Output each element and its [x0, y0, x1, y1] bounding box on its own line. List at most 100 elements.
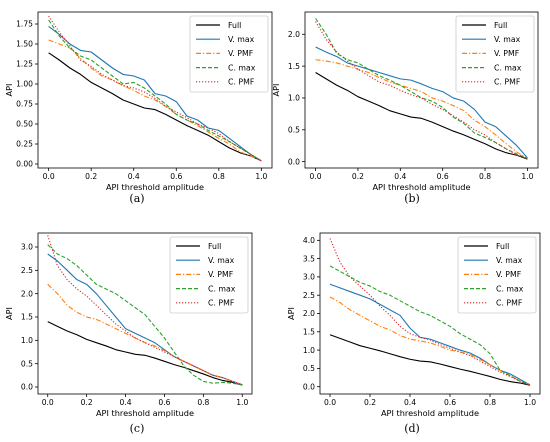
y-tick-label: 0.50 [16, 120, 33, 129]
legend: Full V. max V. PMF C. max C. PMF [457, 236, 537, 314]
chart-panel-a: 0.0 0.2 0.4 0.6 0.8 1.0 0.00 0.25 0.50 0.75 1.00 1.… [4, 11, 273, 205]
legend-label: C. max [208, 284, 236, 293]
series-line-c-max [48, 19, 262, 162]
legend-label: Full [494, 21, 507, 30]
x-axis-label: API threshold amplitude [372, 182, 470, 192]
x-tick-label: 0.8 [197, 398, 209, 407]
y-tick-label: 2.5 [303, 291, 315, 300]
legend-label: C. max [228, 63, 256, 72]
y-tick-label: 0.0 [303, 382, 315, 391]
x-tick-label: 1.0 [524, 398, 536, 407]
y-tick-label: 3.5 [303, 254, 315, 263]
y-tick-label: 1.75 [16, 20, 33, 29]
y-tick-label: 0.5 [21, 359, 33, 368]
legend-label: C. max [494, 63, 522, 72]
y-tick-label: 1.00 [16, 80, 33, 89]
y-tick-label: 0.75 [16, 100, 33, 109]
x-tick-label: 0.6 [158, 398, 170, 407]
panel-caption: (c) [130, 422, 145, 435]
legend: Full V. max V. PMF C. max C. PMF [169, 236, 249, 314]
legend-box [189, 15, 269, 93]
series-line-v-pmf [47, 283, 243, 386]
x-tick-label: 0.2 [85, 172, 97, 181]
x-tick-label: 0.0 [43, 172, 55, 181]
x-tick-label: 0.8 [213, 172, 225, 181]
y-tick-label: 0.25 [16, 140, 33, 149]
x-tick-label: 0.4 [128, 172, 140, 181]
y-axis-label: API [271, 84, 281, 97]
y-tick-label: 1.0 [303, 346, 315, 355]
panel-caption: (a) [129, 192, 144, 205]
x-axis-label: API threshold amplitude [96, 408, 194, 418]
legend-label: C. max [496, 284, 524, 293]
x-tick-label: 1.0 [521, 172, 533, 181]
y-tick-label: 3.0 [21, 243, 33, 252]
x-tick-label: 1.0 [255, 172, 267, 181]
y-tick-label: 1.50 [16, 40, 33, 49]
series-line-full [329, 334, 531, 386]
x-tick-label: 0.2 [364, 398, 376, 407]
legend: Full V. max V. PMF C. max C. PMF [189, 15, 269, 93]
x-axis-label: API threshold amplitude [106, 182, 204, 192]
series-line-c-max [47, 244, 243, 386]
panel-caption: (d) [404, 422, 420, 435]
x-tick-label: 0.8 [479, 172, 491, 181]
x-tick-label: 0.0 [310, 172, 322, 181]
series-line-full [48, 52, 262, 162]
legend-label: V. max [228, 35, 255, 44]
legend-label: V. max [494, 35, 521, 44]
y-tick-label: 1.5 [288, 62, 300, 71]
series-line-c-pmf [48, 15, 262, 162]
x-tick-label: 1.0 [236, 398, 248, 407]
chart-panel-c: 0.0 0.2 0.4 0.6 0.8 1.0 0.0 0.5 1.0 1.5 2.0 2.5 3.0 A… [4, 232, 253, 435]
series-line-full [47, 321, 243, 386]
chart-panel-d: 0.0 0.2 0.4 0.6 0.8 1.0 0.0 0.5 1.0 1.5 2.0 2.5 3.0 3… [286, 232, 541, 435]
legend-label: Full [208, 242, 221, 251]
legend-box [169, 236, 249, 314]
x-tick-label: 0.4 [404, 398, 416, 407]
x-tick-label: 0.6 [437, 172, 449, 181]
y-tick-label: 2.5 [21, 266, 33, 275]
y-tick-label: 2.0 [303, 309, 315, 318]
series-line-c-pmf [329, 238, 531, 386]
x-tick-label: 0.2 [352, 172, 364, 181]
legend-label: V. PMF [208, 270, 234, 279]
y-tick-label: 1.25 [16, 60, 33, 69]
legend-label: C. PMF [228, 78, 255, 87]
x-tick-label: 0.4 [394, 172, 406, 181]
legend-label: V. PMF [494, 49, 520, 58]
y-tick-label: 0.5 [303, 364, 315, 373]
legend-label: C. PMF [208, 299, 235, 308]
y-tick-label: 2.0 [288, 30, 300, 39]
panel-caption: (b) [404, 192, 420, 205]
plot-frame [304, 11, 539, 169]
legend-label: Full [496, 242, 509, 251]
y-tick-label: 0.0 [21, 383, 33, 392]
legend-label: C. PMF [496, 299, 523, 308]
x-tick-label: 0.8 [484, 398, 496, 407]
x-tick-label: 0.6 [444, 398, 456, 407]
series-line-c-pmf [47, 235, 243, 386]
series-line-c-max [315, 18, 528, 159]
y-tick-label: 1.5 [303, 327, 315, 336]
legend-box [455, 15, 535, 93]
plot-frame [37, 11, 273, 169]
legend-label: Full [228, 21, 241, 30]
series-line-v-pmf [48, 39, 262, 162]
legend-label: C. PMF [494, 78, 521, 87]
legend: Full V. max V. PMF C. max C. PMF [455, 15, 535, 93]
x-tick-label: 0.0 [42, 398, 54, 407]
legend-label: V. PMF [496, 270, 522, 279]
chart-panel-b: 0.0 0.2 0.4 0.6 0.8 1.0 0.0 0.5 1.0 1.5 2.0 API thr… [271, 11, 539, 205]
x-tick-label: 0.4 [120, 398, 132, 407]
series-line-c-pmf [315, 21, 528, 159]
plot-frame [37, 232, 253, 395]
y-tick-label: 1.0 [21, 336, 33, 345]
y-axis-label: API [4, 84, 14, 97]
x-tick-label: 0.2 [81, 398, 93, 407]
legend-label: V. PMF [228, 49, 254, 58]
series-line-v-max [329, 283, 531, 386]
y-tick-label: 0.00 [16, 160, 33, 169]
y-axis-label: API [286, 307, 296, 320]
y-tick-label: 4.0 [303, 236, 315, 245]
